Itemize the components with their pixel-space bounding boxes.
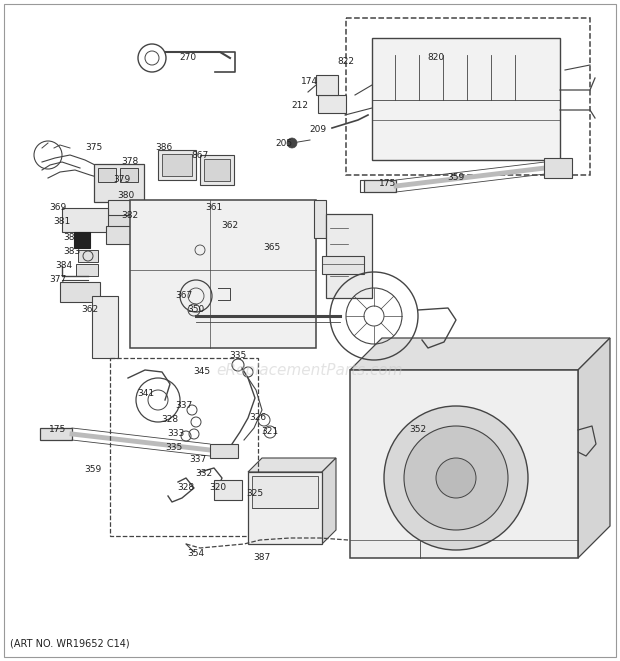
Text: 174: 174	[301, 77, 319, 87]
Text: 333: 333	[167, 430, 185, 438]
Bar	[210, 444, 238, 458]
Text: 354: 354	[187, 549, 205, 559]
Bar	[108, 200, 138, 216]
Text: 328: 328	[161, 416, 179, 424]
Text: 387: 387	[254, 553, 270, 563]
Text: 332: 332	[195, 469, 213, 479]
Bar	[120, 168, 138, 182]
Text: 377: 377	[50, 276, 66, 284]
Polygon shape	[248, 458, 336, 472]
Bar	[62, 208, 108, 232]
Text: 365: 365	[264, 243, 281, 253]
Text: 321: 321	[262, 428, 278, 436]
Text: 362: 362	[81, 305, 99, 315]
Circle shape	[287, 138, 297, 148]
Text: 352: 352	[409, 426, 427, 434]
Text: 212: 212	[291, 102, 309, 110]
Polygon shape	[350, 338, 610, 370]
Text: 205: 205	[275, 139, 293, 149]
Bar	[200, 155, 234, 185]
Text: 867: 867	[192, 151, 208, 159]
Text: 335: 335	[166, 444, 183, 453]
Text: 341: 341	[138, 389, 154, 399]
Text: 381: 381	[53, 217, 71, 227]
Text: 822: 822	[337, 58, 355, 67]
Text: (ART NO. WR19652 C14): (ART NO. WR19652 C14)	[10, 638, 130, 648]
Bar	[60, 282, 100, 302]
Text: 382: 382	[122, 212, 138, 221]
Bar	[314, 200, 326, 238]
Bar	[318, 95, 346, 113]
Text: 385: 385	[63, 233, 81, 243]
Bar	[364, 180, 396, 192]
Text: 325: 325	[246, 490, 264, 498]
Text: 209: 209	[309, 126, 327, 134]
Bar	[110, 358, 258, 536]
Text: 362: 362	[221, 221, 239, 231]
Text: 359: 359	[448, 173, 464, 182]
Circle shape	[404, 426, 508, 530]
Bar	[204, 159, 230, 181]
Text: 383: 383	[63, 247, 81, 256]
Bar	[74, 232, 90, 248]
Text: 359: 359	[84, 465, 102, 475]
Text: 175: 175	[50, 426, 66, 434]
Bar	[106, 215, 134, 227]
Bar	[544, 158, 572, 178]
Bar	[76, 264, 98, 276]
Bar	[322, 256, 364, 274]
Text: 384: 384	[55, 262, 73, 270]
Bar	[372, 38, 560, 160]
Text: 345: 345	[193, 368, 211, 377]
Text: 367: 367	[175, 292, 193, 301]
Circle shape	[436, 458, 476, 498]
Bar	[158, 150, 196, 180]
Circle shape	[384, 406, 528, 550]
Text: 361: 361	[205, 204, 223, 212]
Text: 335: 335	[229, 352, 247, 360]
Bar	[214, 480, 242, 500]
Bar	[248, 472, 322, 544]
Text: 326: 326	[249, 414, 267, 422]
Bar	[326, 214, 372, 298]
Bar	[94, 164, 144, 202]
Text: 369: 369	[50, 204, 66, 212]
Text: 386: 386	[156, 143, 172, 153]
Bar	[162, 154, 192, 176]
Bar	[346, 18, 590, 175]
Text: 328: 328	[177, 483, 195, 492]
Bar	[92, 296, 118, 358]
Text: 175: 175	[379, 180, 397, 188]
Bar	[350, 370, 578, 558]
Polygon shape	[322, 458, 336, 544]
Bar	[40, 428, 72, 440]
Bar	[98, 168, 116, 182]
Text: 820: 820	[427, 54, 445, 63]
Text: 380: 380	[117, 192, 135, 200]
Text: 378: 378	[122, 157, 139, 167]
Polygon shape	[578, 338, 610, 558]
Text: 375: 375	[86, 143, 103, 153]
Text: eReplacementParts.com: eReplacementParts.com	[216, 362, 404, 377]
Text: 350: 350	[187, 305, 205, 315]
Text: 337: 337	[189, 455, 206, 465]
Text: 337: 337	[175, 401, 193, 410]
Bar	[106, 226, 138, 244]
Bar	[130, 200, 316, 348]
Bar	[78, 250, 98, 262]
Bar	[316, 75, 338, 95]
Text: 379: 379	[113, 176, 131, 184]
Text: 270: 270	[179, 54, 197, 63]
Bar	[252, 476, 318, 508]
Text: 320: 320	[210, 483, 226, 492]
